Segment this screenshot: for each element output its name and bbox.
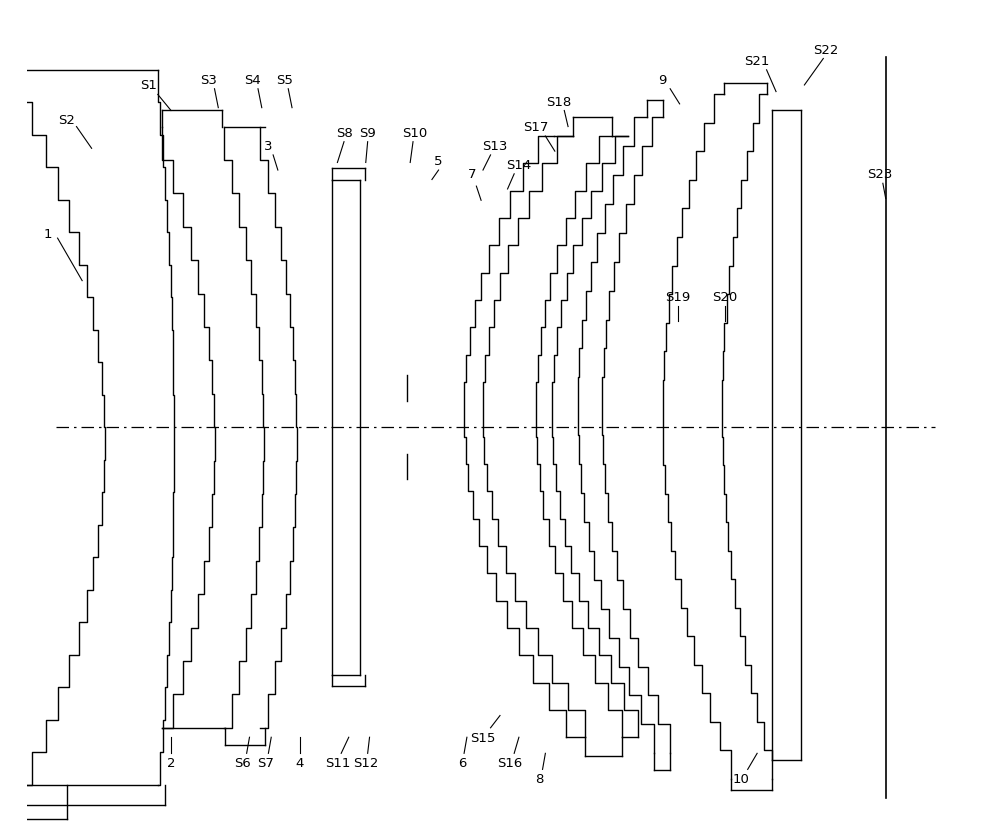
Text: S12: S12 xyxy=(353,757,378,769)
Text: S1: S1 xyxy=(140,79,157,93)
Text: 6: 6 xyxy=(458,757,466,769)
Text: S4: S4 xyxy=(244,74,261,87)
Text: S11: S11 xyxy=(325,757,350,769)
Text: S16: S16 xyxy=(497,757,522,769)
Text: S15: S15 xyxy=(470,731,496,743)
Text: 3: 3 xyxy=(264,140,273,153)
Text: S22: S22 xyxy=(813,44,839,56)
Text: 8: 8 xyxy=(536,772,544,786)
Text: S17: S17 xyxy=(523,121,549,134)
Text: 2: 2 xyxy=(167,757,175,769)
Text: S13: S13 xyxy=(483,140,508,153)
Text: 4: 4 xyxy=(295,757,304,769)
Text: S23: S23 xyxy=(867,168,893,181)
Text: 9: 9 xyxy=(658,74,667,87)
Text: S10: S10 xyxy=(402,127,428,140)
Text: S18: S18 xyxy=(546,95,571,108)
Text: S3: S3 xyxy=(200,74,217,87)
Text: S19: S19 xyxy=(665,291,690,304)
Text: 10: 10 xyxy=(733,772,749,786)
Text: 1: 1 xyxy=(44,227,52,241)
Text: S7: S7 xyxy=(257,757,274,769)
Text: S8: S8 xyxy=(336,127,352,140)
Text: S5: S5 xyxy=(276,74,293,87)
Text: S6: S6 xyxy=(234,757,251,769)
Text: S21: S21 xyxy=(744,55,770,68)
Text: S2: S2 xyxy=(59,114,75,127)
Text: S20: S20 xyxy=(712,291,738,304)
Text: S14: S14 xyxy=(506,159,532,172)
Text: S9: S9 xyxy=(359,127,376,140)
Text: 5: 5 xyxy=(434,155,443,168)
Text: 7: 7 xyxy=(467,168,476,181)
